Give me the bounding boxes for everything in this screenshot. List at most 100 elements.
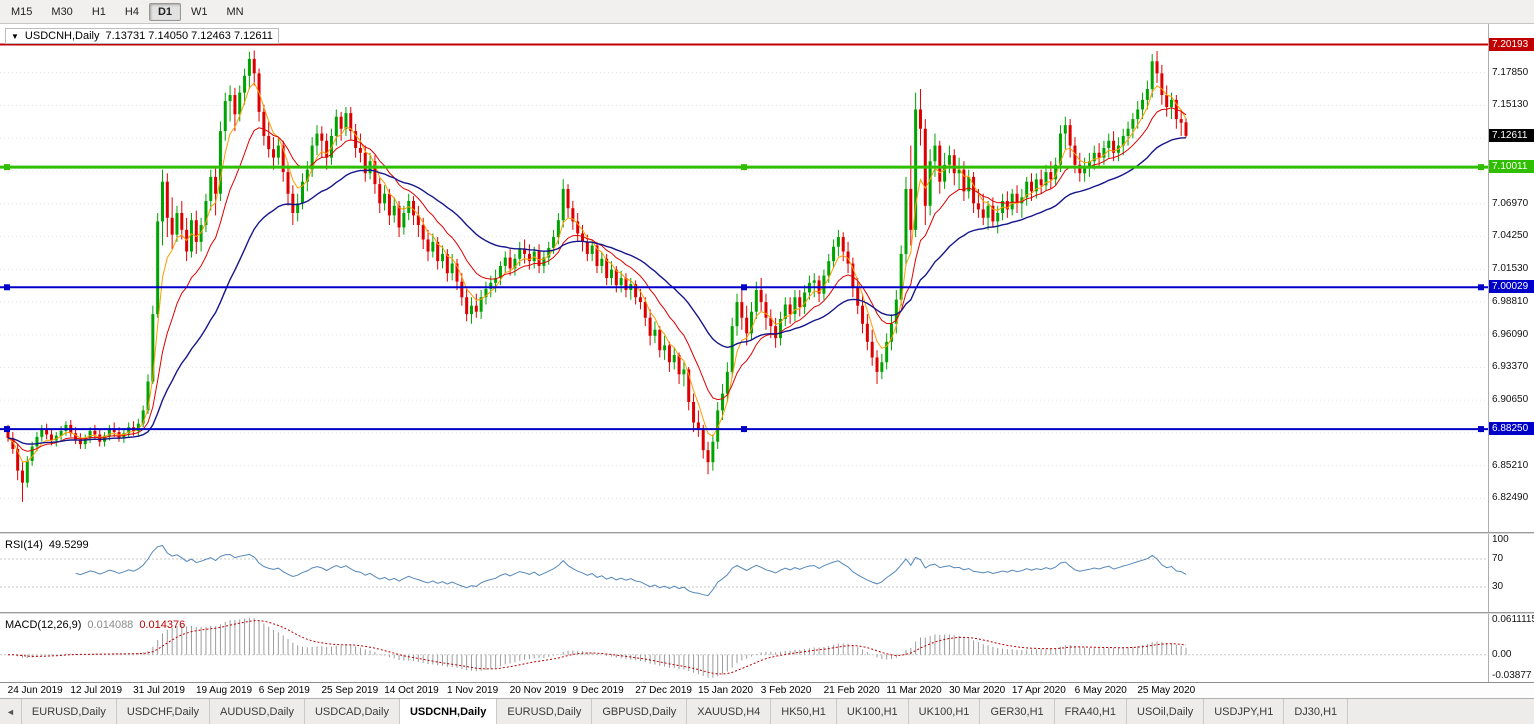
candle — [1112, 131, 1116, 162]
candle — [890, 314, 893, 351]
date-label: 17 Apr 2020 — [1011, 685, 1066, 696]
candle — [870, 329, 874, 366]
candle — [972, 172, 976, 213]
timeframe-button-d1[interactable]: D1 — [148, 2, 181, 21]
candle — [498, 261, 502, 286]
candle — [78, 433, 82, 449]
timeframe-button-w1[interactable]: W1 — [191, 5, 208, 18]
chart-tab-ger30-h1[interactable]: GER30,H1 — [980, 699, 1055, 724]
main-chart-pane[interactable]: ▼ USDCNH,Daily 7.13731 7.14050 7.12463 7… — [0, 24, 1534, 532]
candle — [243, 68, 247, 105]
macd-indicator-pane[interactable]: MACD(12,26,9) 0.014088 0.014376 0.061111… — [0, 614, 1534, 682]
candle — [991, 197, 995, 228]
candle — [30, 441, 34, 466]
line-handle[interactable] — [4, 284, 10, 291]
candle — [1174, 95, 1178, 129]
chart-tab-eurusd-daily[interactable]: EURUSD,Daily — [22, 699, 117, 724]
line-handle[interactable] — [4, 426, 10, 433]
pane-splitter[interactable] — [0, 612, 1534, 614]
tabs-scroll-left-icon[interactable]: ◄ — [0, 699, 22, 724]
rsi-line — [75, 544, 1187, 597]
candle — [967, 169, 971, 199]
candle — [1160, 64, 1164, 105]
candle — [523, 239, 527, 264]
candle — [272, 137, 276, 170]
timeframe-button-h4[interactable]: H4 — [124, 5, 139, 18]
candle — [189, 212, 193, 258]
rsi-indicator-name: RSI(14) — [5, 539, 43, 551]
line-handle[interactable] — [741, 284, 747, 291]
pane-splitter[interactable] — [0, 532, 1534, 534]
chart-tab-audusd-daily[interactable]: AUDUSD,Daily — [210, 699, 305, 724]
chart-tab-usdjpy-h1[interactable]: USDJPY,H1 — [1204, 699, 1285, 724]
line-handle[interactable] — [1478, 284, 1484, 291]
price-axis[interactable]: 7.17850 7.15130 7.06970 7.04250 7.01530 6.988… — [1488, 24, 1534, 532]
candle — [643, 297, 647, 327]
candle — [416, 205, 420, 238]
chart-dropdown-icon[interactable]: ▼ — [11, 31, 19, 41]
candle — [1131, 113, 1135, 139]
chart-tab-gbpusd-daily[interactable]: GBPUSD,Daily — [592, 699, 688, 724]
chart-tab-usdcnh-daily[interactable]: USDCNH,Daily — [399, 699, 498, 724]
chart-tab-usoil-daily[interactable]: USOil,Daily — [1127, 699, 1205, 724]
date-label: 20 Nov 2019 — [509, 685, 567, 696]
chart-tab-xauusd-h4[interactable]: XAUUSD,H4 — [687, 699, 772, 724]
chart-tab-usdchf-daily[interactable]: USDCHF,Daily — [117, 699, 211, 724]
candle — [339, 111, 343, 141]
line-handle[interactable] — [4, 164, 10, 171]
price-gridlines — [0, 72, 1488, 499]
chart-tab-uk100-h1[interactable]: UK100,H1 — [837, 699, 909, 724]
candle — [262, 104, 266, 146]
candle — [885, 333, 889, 370]
candle — [1015, 185, 1019, 213]
candle — [865, 314, 869, 351]
timeframe-button-h1[interactable]: H1 — [91, 5, 106, 18]
macd-axis[interactable]: 0.0611115 0.00 -0.03877 — [1488, 614, 1534, 682]
candle — [986, 200, 990, 230]
candle — [667, 341, 671, 372]
price-tick-label: 7.17850 — [1492, 66, 1529, 78]
price-tick-label: 6.82490 — [1492, 492, 1529, 504]
line-handle[interactable] — [1478, 164, 1484, 171]
candle — [334, 109, 338, 146]
price-tick-label: 6.93370 — [1492, 361, 1529, 373]
candlestick-plot — [0, 43, 1488, 502]
rsi-axis[interactable]: 100 70 30 — [1488, 534, 1534, 612]
chart-tab-usdcad-daily[interactable]: USDCAD,Daily — [305, 699, 400, 724]
candle — [735, 293, 739, 336]
candle — [721, 383, 725, 421]
candle — [745, 305, 749, 346]
candle — [1184, 118, 1188, 138]
candle — [281, 140, 285, 182]
candle — [83, 434, 87, 449]
chart-tab-bar: ◄ EURUSD,Daily USDCHF,Daily AUDUSD,Daily USD… — [0, 698, 1534, 724]
timeframe-button-mn[interactable]: MN — [226, 5, 244, 18]
candle — [861, 293, 865, 334]
time-axis[interactable]: 24 Jun 2019 12 Jul 2019 31 Jul 2019 19 Aug … — [0, 682, 1534, 698]
candle — [914, 92, 918, 238]
candle — [204, 193, 208, 233]
candle — [20, 462, 24, 502]
timeframe-button-m15[interactable]: M15 — [11, 5, 33, 18]
moving-average-5 — [7, 82, 1187, 463]
rsi-indicator-pane[interactable]: RSI(14) 49.5299 100 70 30 — [0, 534, 1534, 612]
candle — [358, 133, 362, 163]
candle — [634, 280, 638, 305]
chart-tab-uk100-h1[interactable]: UK100,H1 — [909, 699, 981, 724]
candle — [344, 107, 348, 136]
chart-tab-dj30-h1[interactable]: DJ30,H1 — [1284, 699, 1349, 724]
line-handle[interactable] — [1478, 426, 1484, 433]
date-label: 27 Dec 2019 — [635, 685, 692, 696]
candle — [875, 350, 879, 384]
rsi-tick-label: 30 — [1492, 581, 1504, 592]
line-handle[interactable] — [741, 426, 747, 433]
candle — [286, 162, 290, 206]
candle — [624, 273, 628, 298]
timeframe-button-m30[interactable]: M30 — [51, 5, 73, 18]
candle — [918, 89, 922, 146]
line-handle[interactable] — [741, 164, 747, 171]
chart-tab-eurusd-daily[interactable]: EURUSD,Daily — [497, 699, 593, 724]
chart-tab-hk50-h1[interactable]: HK50,H1 — [771, 699, 837, 724]
candle — [672, 347, 676, 370]
chart-tab-fra40-h1[interactable]: FRA40,H1 — [1055, 699, 1127, 724]
